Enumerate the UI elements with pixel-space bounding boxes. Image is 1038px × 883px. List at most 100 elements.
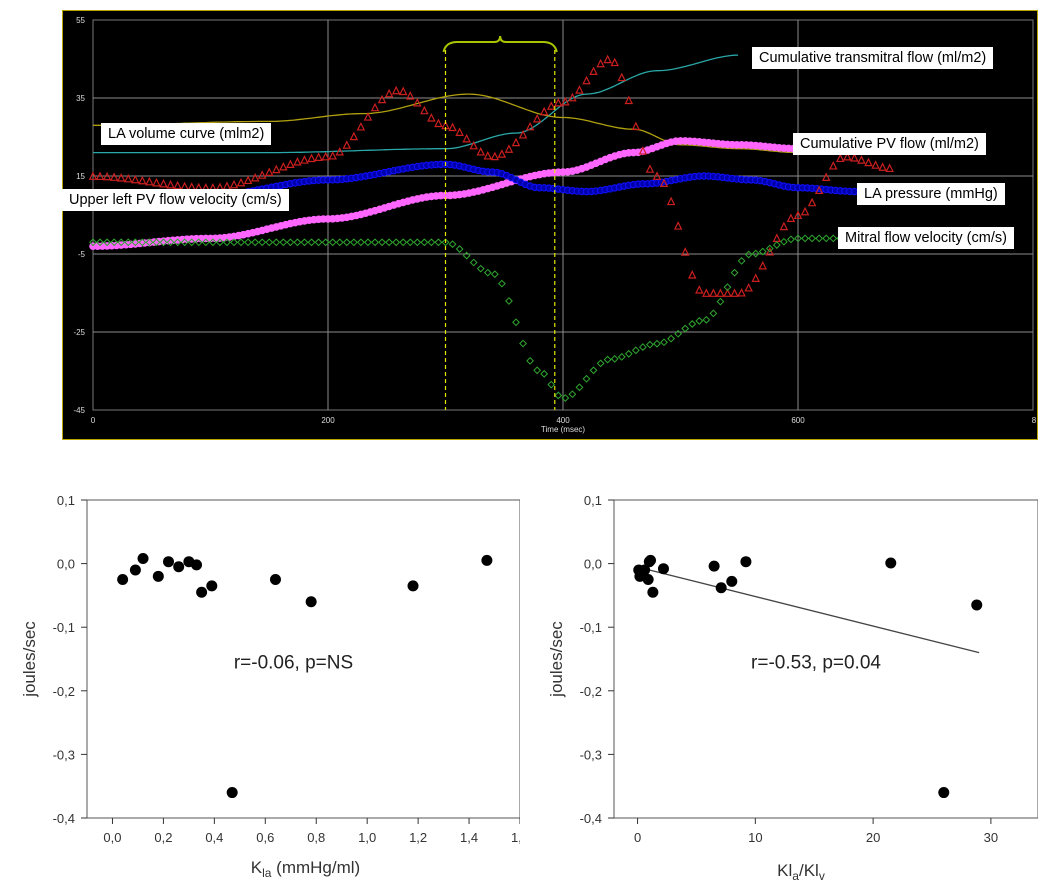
series-marker [821, 172, 831, 181]
series-marker [568, 390, 577, 399]
series-marker [138, 175, 147, 185]
label-upper-left-pv-flow-velocity: Upper left PV flow velocity (cm/s) [62, 189, 289, 211]
series-marker [103, 238, 112, 247]
series-marker [314, 238, 323, 247]
x-tick-label: 0 [634, 830, 641, 845]
series-marker [518, 129, 528, 139]
series-marker [744, 250, 753, 259]
series-marker [102, 171, 112, 181]
series-marker [673, 221, 683, 230]
label-la-pressure: LA pressure (mmHg) [857, 183, 1005, 205]
series-marker [688, 320, 697, 328]
series-marker [264, 167, 274, 176]
y-tick-label: 15 [76, 172, 85, 181]
x-tick-label: 1,4 [460, 830, 478, 845]
series-line [93, 54, 739, 154]
series-marker [779, 237, 788, 246]
series-marker [540, 369, 549, 378]
series-marker [370, 102, 380, 112]
series-marker [201, 238, 210, 247]
series-marker [469, 258, 478, 267]
series-marker [356, 238, 365, 247]
series-marker [751, 249, 760, 258]
series-marker [88, 171, 98, 180]
series-marker [244, 238, 253, 247]
series-marker [680, 247, 690, 256]
series-marker [497, 149, 507, 158]
series-marker [723, 288, 732, 297]
series-marker [258, 238, 267, 247]
series-marker [533, 366, 542, 375]
series-marker [145, 176, 154, 186]
series-marker [455, 127, 464, 136]
y-tick-label: -0,3 [580, 747, 602, 762]
series-marker [497, 279, 506, 288]
series-marker [631, 121, 641, 131]
x-tick-label: 1,2 [409, 830, 427, 845]
top-line-chart: 55 35 15 -5 -25 -45 0 200 400 600 8 Time (msec) [73, 16, 1037, 434]
series-marker [392, 238, 401, 247]
series-marker [695, 317, 704, 325]
scatter-point [657, 563, 669, 575]
plot-frame [86, 499, 520, 819]
series-marker [652, 171, 662, 180]
series-marker [610, 354, 619, 363]
series-marker [512, 318, 520, 327]
series-marker [561, 394, 570, 402]
series-marker [519, 339, 527, 348]
scatter-point [885, 557, 897, 569]
series-marker [814, 185, 824, 195]
series-marker [681, 324, 690, 333]
series-marker [617, 72, 627, 82]
series-marker [371, 238, 379, 247]
series-marker [230, 238, 238, 247]
series-marker [751, 273, 760, 282]
series-marker [674, 329, 683, 338]
series-marker [709, 288, 718, 297]
series-marker [546, 101, 556, 110]
label-cumulative-pv-flow: Cumulative PV flow (ml/m2) [793, 133, 986, 155]
x-tick-label: 10 [748, 830, 762, 845]
x-axis-label: Kla/Klv [777, 861, 825, 883]
series-marker [124, 238, 133, 247]
series-marker [123, 173, 133, 183]
label-la-volume-curve: LA volume curve (mlm2) [101, 123, 272, 145]
x-tick-label: 8 [1032, 416, 1037, 425]
label-cumulative-transmitral-flow: Cumulative transmitral flow (ml/m2) [752, 47, 994, 69]
series-marker [525, 121, 535, 131]
series-marker [589, 366, 598, 375]
series-marker [145, 238, 154, 247]
x-tick-label: 0,4 [205, 830, 223, 845]
series-marker [434, 238, 443, 247]
series-marker [631, 346, 640, 355]
series-6 [89, 234, 915, 402]
series-marker [716, 288, 725, 297]
x-tick-label: 200 [321, 416, 335, 425]
series-marker [152, 238, 161, 247]
bottom-left-scatter-chart: 0,1 0,0 -0,1 -0,2 -0,3 -0,4 0,0 0,2 0,4 0,6 0,8 1,0… [20, 493, 520, 880]
series-marker [384, 88, 394, 98]
series-marker [243, 175, 253, 185]
series-marker [117, 238, 126, 247]
series-marker [765, 244, 774, 253]
series-marker [307, 238, 316, 247]
series-marker [286, 159, 295, 168]
scatter-point [726, 575, 738, 587]
series-4 [206, 160, 859, 200]
series-marker [89, 238, 97, 247]
series-marker [695, 285, 704, 294]
series-marker [730, 268, 739, 277]
y-tick-label: 0,1 [57, 493, 75, 508]
series-marker [364, 238, 372, 247]
series-marker [603, 355, 612, 364]
scatter-point [305, 596, 317, 608]
x-tick-label: 20 [866, 830, 880, 845]
y-tick-label: -0,4 [580, 811, 602, 826]
series-line [93, 93, 798, 154]
series-marker [490, 151, 500, 161]
x-tick-label: 0 [91, 416, 96, 425]
y-tick-label: -0,2 [53, 684, 75, 699]
series-marker [342, 140, 352, 149]
series-marker [582, 75, 591, 85]
scatter-point [481, 554, 493, 566]
